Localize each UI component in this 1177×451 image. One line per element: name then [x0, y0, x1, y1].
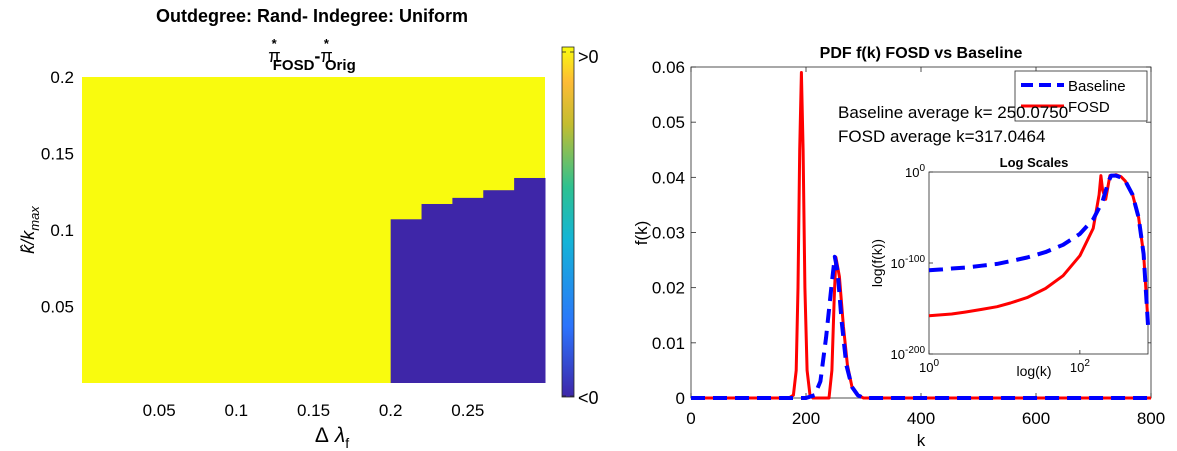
pdf-chart-title: PDF f(k) FOSD vs Baseline	[820, 45, 1023, 62]
x-label-lambda: λ	[334, 424, 345, 447]
heatmap-y-axis-label: k̂/kmax	[18, 206, 42, 254]
pdf-x-tick-label: 600	[1022, 409, 1050, 428]
pdf-x-ticks: 0 200 400 600 800	[686, 67, 1165, 428]
pdf-y-tick-label: 0	[676, 389, 685, 408]
negative-cell-0	[390, 219, 423, 383]
pdf-x-tick-label: 200	[792, 409, 820, 428]
inset-x-tick-label: 100	[919, 358, 939, 375]
pdf-x-tick-label: 800	[1137, 409, 1165, 428]
heatmap-y-tick-label: 0.05	[41, 298, 74, 317]
inset-y-tick-label: 10-200	[891, 345, 926, 362]
annotation-fosd-average: FOSD average k=317.0464	[838, 127, 1045, 146]
subtitle-star-orig: *	[324, 36, 330, 51]
pdf-x-tick-label: 400	[907, 409, 935, 428]
x-label-delta: Δ	[315, 424, 329, 447]
pdf-y-tick-label: 0.02	[652, 279, 685, 298]
inset-title: Log Scales	[1000, 155, 1069, 170]
heatmap-chart: Outdegree: Rand- Indegree: Uniform π* FOS…	[18, 6, 599, 451]
pdf-line-baseline	[691, 254, 1151, 400]
pdf-series-lines	[691, 71, 1151, 400]
inset-series-lines	[928, 173, 1150, 326]
colorbar-top-label: >0	[578, 47, 599, 67]
pdf-legend: Baseline FOSD	[1014, 70, 1148, 122]
heatmap-x-tick-label: 0.1	[225, 401, 249, 420]
inset-y-tick-label: 10-100	[891, 254, 926, 271]
negative-cell-3	[483, 190, 515, 383]
inset-plot-area	[928, 171, 1149, 355]
pdf-y-tick-label: 0.06	[652, 58, 685, 77]
subtitle-star-fosd: *	[272, 36, 278, 51]
heatmap-y-tick-label: 0.2	[50, 68, 74, 87]
heatmap-y-ticks: 0.05 0.1 0.15 0.2	[41, 68, 74, 317]
svg-text:k̂/kmax: k̂/kmax	[18, 206, 42, 254]
heatmap-x-tick-label: 0.05	[143, 401, 176, 420]
annotation-baseline-average: Baseline average k= 250.0750	[838, 103, 1068, 122]
inset-y-tick-label: 100	[905, 163, 925, 180]
pdf-y-axis-label: f(k)	[632, 221, 651, 246]
inset-line-baseline	[928, 173, 1150, 326]
subtitle-dash: -	[314, 46, 320, 66]
pdf-y-ticks: 0 0.01 0.02 0.03 0.04 0.05 0.06	[652, 58, 1151, 408]
pdf-y-tick-label: 0.05	[652, 113, 685, 132]
heatmap-x-tick-label: 0.2	[379, 401, 403, 420]
pdf-x-tick-label: 0	[686, 409, 695, 428]
inset-y-axis-label: log(f(k))	[869, 239, 885, 287]
pdf-y-tick-label: 0.01	[652, 334, 685, 353]
heatmap-negative-region	[390, 177, 546, 383]
pdf-line-chart: PDF f(k) FOSD vs Baseline 00.010.020.030…	[632, 45, 1165, 450]
pdf-y-tick-label: 0.04	[652, 168, 685, 187]
heatmap-subtitle: π* FOSD-π* Orig	[268, 36, 355, 74]
subtitle-pi-orig: π	[320, 46, 332, 66]
negative-cell-1	[421, 203, 453, 383]
inset-x-axis-label: log(k)	[1016, 363, 1051, 379]
heatmap-title: Outdegree: Rand- Indegree: Uniform	[156, 6, 468, 26]
subtitle-sub-fosd: FOSD	[273, 57, 315, 74]
colorbar	[561, 46, 575, 398]
y-label-k: k̂/k	[18, 230, 38, 254]
legend-label-baseline: Baseline	[1068, 78, 1126, 95]
colorbar-bottom-label: <0	[578, 388, 599, 408]
colorbar-ticks	[562, 51, 574, 397]
heatmap-y-tick-label: 0.15	[41, 145, 74, 164]
y-label-max: max	[27, 206, 42, 231]
heatmap-x-tick-label: 0.15	[297, 401, 330, 420]
inset-x-tick-label: 102	[1070, 358, 1090, 375]
subtitle-pi-fosd: π	[268, 46, 280, 66]
pdf-x-axis-label: k	[917, 431, 926, 450]
negative-cell-2	[452, 197, 484, 383]
legend-box	[1014, 70, 1148, 122]
heatmap-x-ticks: 0.05 0.1 0.15 0.2 0.25	[143, 401, 485, 420]
subtitle-sub-orig: Orig	[325, 57, 356, 74]
negative-cell-4	[514, 177, 546, 383]
heatmap-x-tick-label: 0.25	[451, 401, 484, 420]
heatmap-y-tick-label: 0.1	[50, 221, 74, 240]
legend-label-fosd: FOSD	[1068, 99, 1110, 116]
pdf-y-tick-label: 0.03	[652, 224, 685, 243]
x-label-sub: f	[345, 435, 349, 451]
